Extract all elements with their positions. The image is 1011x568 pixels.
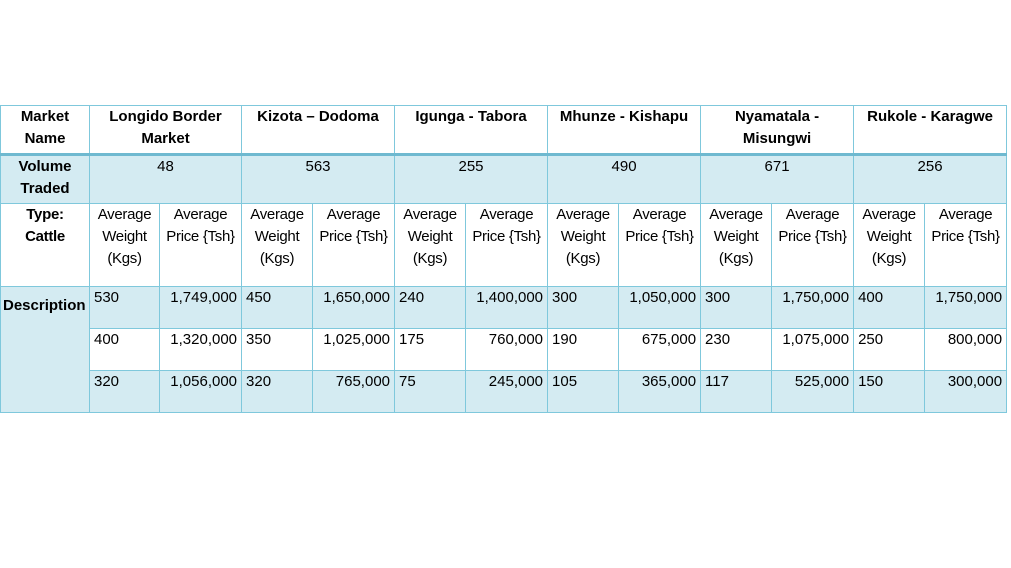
price-cell: 245,000	[465, 370, 549, 413]
weight-cell: 300	[547, 286, 620, 329]
weight-header: Average Weight (Kgs)	[89, 203, 160, 287]
price-header: Average Price {Tsh}	[465, 203, 549, 287]
market-header-igunga: Igunga - Tabora	[394, 105, 549, 156]
price-cell: 1,750,000	[924, 286, 1008, 329]
weight-header: Average Weight (Kgs)	[853, 203, 926, 287]
price-cell: 1,400,000	[465, 286, 549, 329]
table-row: 320 1,056,000 320 765,000 75 245,000 105…	[1, 370, 1008, 413]
weight-cell: 320	[89, 370, 160, 413]
weight-cell: 105	[547, 370, 620, 413]
price-cell: 365,000	[618, 370, 702, 413]
type-row: Type: Cattle Average Weight (Kgs) Averag…	[0, 203, 1008, 287]
weight-cell: 350	[241, 328, 314, 371]
price-cell: 760,000	[465, 328, 549, 371]
price-cell: 765,000	[312, 370, 396, 413]
volume-cell: 256	[853, 154, 1008, 204]
weight-cell: 150	[853, 370, 926, 413]
price-cell: 1,749,000	[158, 286, 243, 329]
cattle-market-table: Market Name Longido Border Market Kizota…	[0, 105, 1008, 413]
volume-traded-row: Volume Traded 48 563 255 490 671 256	[0, 154, 1008, 204]
weight-cell: 117	[700, 370, 773, 413]
weight-header: Average Weight (Kgs)	[547, 203, 620, 287]
table-row: Description 530 1,749,000 450 1,650,000 …	[0, 286, 1008, 413]
weight-cell: 300	[700, 286, 773, 329]
market-header-nyamatala: Nyamatala - Misungwi	[700, 105, 855, 156]
price-header: Average Price {Tsh}	[158, 203, 243, 287]
price-cell: 525,000	[771, 370, 855, 413]
market-header-longido: Longido Border Market	[88, 105, 243, 156]
price-header: Average Price {Tsh}	[312, 203, 396, 287]
price-cell: 675,000	[618, 328, 702, 371]
price-cell: 1,056,000	[158, 370, 243, 413]
weight-header: Average Weight (Kgs)	[394, 203, 467, 287]
price-header: Average Price {Tsh}	[618, 203, 702, 287]
table-row: 400 1,320,000 350 1,025,000 175 760,000 …	[1, 328, 1008, 371]
price-cell: 1,050,000	[618, 286, 702, 329]
price-cell: 1,025,000	[312, 328, 396, 371]
weight-cell: 530	[89, 286, 160, 329]
weight-header: Average Weight (Kgs)	[241, 203, 314, 287]
price-header: Average Price {Tsh}	[924, 203, 1008, 287]
price-header: Average Price {Tsh}	[771, 203, 855, 287]
weight-cell: 400	[89, 328, 160, 371]
weight-cell: 190	[547, 328, 620, 371]
weight-cell: 320	[241, 370, 314, 413]
market-header-kizota: Kizota – Dodoma	[241, 105, 396, 156]
volume-cell: 490	[547, 154, 702, 204]
price-cell: 1,320,000	[158, 328, 243, 371]
price-cell: 1,075,000	[771, 328, 855, 371]
price-cell: 1,650,000	[312, 286, 396, 329]
price-cell: 1,750,000	[771, 286, 855, 329]
price-cell: 300,000	[924, 370, 1008, 413]
description-label: Description	[0, 286, 90, 413]
weight-cell: 230	[700, 328, 773, 371]
market-header-rukole: Rukole - Karagwe	[853, 105, 1008, 156]
weight-header: Average Weight (Kgs)	[700, 203, 773, 287]
weight-cell: 250	[853, 328, 926, 371]
price-cell: 800,000	[924, 328, 1008, 371]
weight-cell: 175	[394, 328, 467, 371]
volume-cell: 48	[88, 154, 243, 204]
market-name-header: Market Name	[0, 105, 90, 156]
weight-cell: 450	[241, 286, 314, 329]
volume-traded-label: Volume Traded	[0, 154, 90, 204]
volume-cell: 255	[394, 154, 549, 204]
weight-cell: 240	[394, 286, 467, 329]
weight-cell: 400	[853, 286, 926, 329]
volume-cell: 563	[241, 154, 396, 204]
market-name-row: Market Name Longido Border Market Kizota…	[0, 105, 1008, 156]
weight-cell: 75	[394, 370, 467, 413]
volume-cell: 671	[700, 154, 855, 204]
type-cattle-label: Type: Cattle	[0, 203, 90, 287]
market-header-mhunze: Mhunze - Kishapu	[547, 105, 702, 156]
